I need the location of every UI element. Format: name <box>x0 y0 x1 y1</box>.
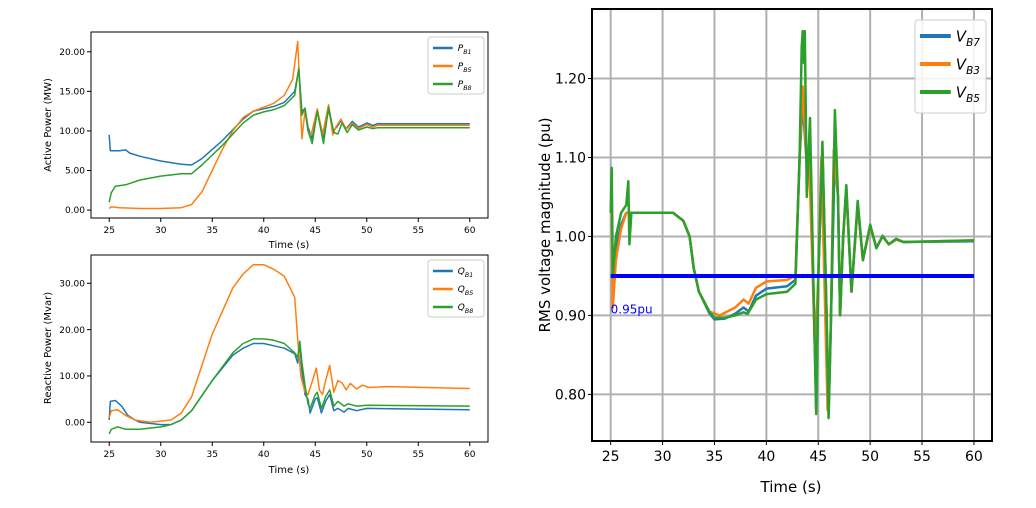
legend-label: QB1 <box>458 267 473 279</box>
legend-label: PB5 <box>458 62 472 74</box>
y-tick-label: 1.10 <box>555 150 586 166</box>
x-tick-label: 25 <box>104 450 115 460</box>
legend: QB1 QB5 QB8 <box>427 259 485 318</box>
x-tick-label: 40 <box>757 449 775 465</box>
y-tick-label: 30.00 <box>59 279 85 289</box>
x-tick-label: 25 <box>602 449 620 465</box>
legend: PB1 PB5 PB8 <box>427 36 485 95</box>
legend-label: PB8 <box>458 80 472 92</box>
series-line-p-b1 <box>108 68 470 166</box>
series-line-v-b7 <box>609 100 974 416</box>
active-power-ylabel: Active Power (MW) <box>43 78 54 172</box>
x-tick-label: 55 <box>413 226 424 236</box>
x-tick-label: 25 <box>104 226 115 236</box>
y-tick-label: 0.00 <box>65 418 85 428</box>
voltage-ylabel: RMS voltage magnitude (pu) <box>536 117 554 332</box>
x-tick-label: 30 <box>654 449 672 465</box>
x-tick-label: 60 <box>464 226 476 236</box>
x-tick-label: 50 <box>861 449 879 465</box>
x-tick-label: 55 <box>413 450 424 460</box>
series-line-q-b1 <box>108 342 470 426</box>
axes-frame <box>591 8 993 442</box>
y-tick-label: 1.20 <box>555 71 586 87</box>
series-line-q-b8 <box>108 338 470 435</box>
x-tick-label: 40 <box>258 450 270 460</box>
x-tick-label: 45 <box>809 449 827 465</box>
series-line-p-b8 <box>108 67 470 203</box>
voltage-chart: Time (s) RMS voltage magnitude (pu) 25 30… <box>536 8 993 496</box>
y-tick-label: 0.00 <box>65 206 85 216</box>
voltage-xlabel: Time (s) <box>760 478 822 496</box>
y-tick-label: 0.90 <box>555 308 586 324</box>
x-tick-label: 35 <box>207 226 218 236</box>
x-tick-label: 50 <box>361 226 373 236</box>
y-tick-label: 10.00 <box>59 372 85 382</box>
series-line-q-b5 <box>108 263 470 424</box>
y-tick-label: 10.00 <box>59 127 85 137</box>
x-tick-label: 60 <box>464 450 476 460</box>
x-tick-label: 35 <box>706 449 724 465</box>
x-tick-label: 50 <box>361 450 373 460</box>
y-tick-label: 1.00 <box>555 229 586 245</box>
reactive-power-chart: Time (s) Reactive Power (Mvar) 25 30 35 40 4… <box>43 254 489 476</box>
legend-label: PB1 <box>458 44 472 56</box>
x-tick-label: 30 <box>155 450 167 460</box>
reference-line-label: 0.95pu <box>611 302 653 316</box>
axes-frame <box>90 254 489 443</box>
x-tick-label: 35 <box>207 450 218 460</box>
x-tick-label: 60 <box>965 449 983 465</box>
y-tick-label: 5.00 <box>65 167 85 177</box>
series-line-p-b5 <box>108 40 470 210</box>
y-tick-label: 20.00 <box>59 326 85 336</box>
active-power-chart: Time (s) Active Power (MW) 25 30 35 40 45 50 5… <box>43 31 489 251</box>
x-tick-label: 45 <box>310 226 321 236</box>
legend-label: QB5 <box>458 285 473 297</box>
y-tick-label: 20.00 <box>59 48 85 58</box>
series-line-v-b3 <box>609 85 974 412</box>
legend-label: QB8 <box>458 303 473 315</box>
x-tick-label: 45 <box>310 450 321 460</box>
x-tick-label: 55 <box>913 449 931 465</box>
x-tick-label: 30 <box>155 226 167 236</box>
axes-frame <box>90 31 489 219</box>
reactive-power-xlabel: Time (s) <box>268 465 310 476</box>
y-tick-label: 15.00 <box>59 88 85 98</box>
y-tick-label: 0.80 <box>555 387 586 403</box>
reactive-power-ylabel: Reactive Power (Mvar) <box>43 292 54 404</box>
x-tick-label: 40 <box>258 226 270 236</box>
active-power-xlabel: Time (s) <box>268 240 310 251</box>
